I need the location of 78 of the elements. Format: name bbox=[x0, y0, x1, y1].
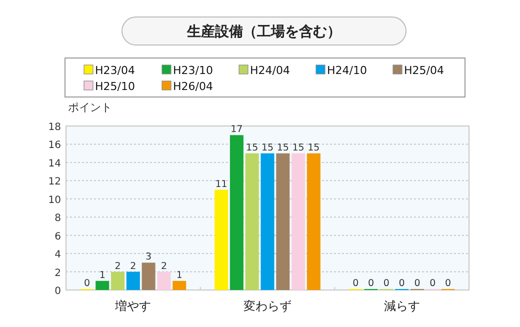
data-label: 15 bbox=[246, 142, 258, 154]
y-tick-label: 10 bbox=[48, 194, 61, 206]
bar: 15 bbox=[260, 142, 274, 290]
legend-label: H25/04 bbox=[404, 64, 444, 77]
bar: 0 bbox=[410, 278, 424, 290]
data-label: 1 bbox=[99, 270, 106, 281]
y-tick-label: 8 bbox=[54, 213, 61, 224]
data-label: 0 bbox=[84, 278, 90, 289]
legend-label: H23/10 bbox=[173, 64, 213, 77]
bar: 15 bbox=[276, 142, 290, 290]
y-tick-label: 18 bbox=[48, 122, 61, 133]
legend-label: H24/10 bbox=[327, 64, 367, 77]
bar bbox=[126, 272, 140, 290]
bar: 1 bbox=[96, 270, 110, 290]
legend-item: H23/10 bbox=[162, 64, 213, 77]
y-tick-label: 2 bbox=[54, 268, 61, 279]
bar: 2 bbox=[157, 260, 171, 290]
bar: 0 bbox=[80, 278, 94, 290]
bar: 0 bbox=[395, 278, 409, 290]
data-label: 11 bbox=[215, 178, 228, 190]
bar: 0 bbox=[348, 278, 362, 290]
bar: 15 bbox=[292, 142, 306, 290]
data-label: 0 bbox=[398, 278, 405, 289]
data-label: 0 bbox=[368, 278, 374, 289]
legend-item: H25/04 bbox=[392, 64, 444, 77]
data-label: 0 bbox=[414, 278, 420, 289]
bar: 11 bbox=[214, 178, 228, 290]
bar: 2 bbox=[111, 260, 125, 290]
data-label: 2 bbox=[114, 260, 121, 272]
bar: 3 bbox=[142, 252, 156, 290]
data-label: 2 bbox=[160, 260, 167, 272]
legend-item: H23/04 bbox=[84, 64, 135, 77]
data-label: 15 bbox=[308, 142, 320, 154]
x-tick-label: 変わらず bbox=[244, 299, 292, 313]
bar: 15 bbox=[306, 142, 320, 290]
legend-item: H25/10 bbox=[84, 80, 135, 93]
bar: 0 bbox=[380, 278, 394, 290]
data-label: 15 bbox=[292, 142, 304, 154]
y-tick-label: 16 bbox=[48, 140, 61, 152]
data-label: 0 bbox=[383, 278, 390, 289]
y-tick-label: 4 bbox=[54, 250, 61, 261]
bar: 17 bbox=[230, 124, 244, 290]
legend-label: H26/04 bbox=[173, 80, 213, 93]
bar bbox=[142, 262, 156, 290]
legend-item: H26/04 bbox=[162, 80, 213, 93]
legend-label: H23/04 bbox=[95, 64, 135, 77]
data-label: 0 bbox=[445, 278, 452, 289]
data-label: 15 bbox=[261, 142, 274, 154]
y-tick-label: 12 bbox=[48, 176, 61, 188]
y-tick-label: 0 bbox=[54, 286, 61, 297]
bar: 1 bbox=[172, 270, 186, 290]
bar: 2 bbox=[126, 260, 140, 290]
x-tick-label: 減らす bbox=[384, 299, 420, 313]
chart-title: 生産設備（工場を含む） bbox=[186, 23, 341, 40]
legend-item: H24/04 bbox=[238, 64, 290, 77]
bar bbox=[172, 280, 186, 290]
bar: 0 bbox=[426, 278, 440, 290]
legend-label: H24/04 bbox=[250, 64, 290, 77]
data-label: 15 bbox=[276, 142, 289, 154]
bar bbox=[96, 280, 110, 290]
legend-label: H25/10 bbox=[95, 80, 135, 93]
bar bbox=[111, 272, 125, 290]
bar: 15 bbox=[245, 142, 259, 290]
bar bbox=[157, 272, 171, 290]
y-tick-label: 14 bbox=[48, 158, 61, 170]
data-label: 0 bbox=[352, 278, 359, 289]
data-label: 3 bbox=[146, 252, 152, 263]
title: 生産設備（工場を含む） bbox=[122, 16, 406, 46]
bar: 0 bbox=[441, 278, 455, 290]
data-label: 0 bbox=[430, 278, 436, 289]
bar: 0 bbox=[364, 278, 378, 290]
data-label: 17 bbox=[230, 124, 243, 136]
legend-item: H24/10 bbox=[316, 64, 367, 77]
data-label: 1 bbox=[176, 270, 182, 281]
y-axis-title: ポイント bbox=[68, 101, 112, 114]
data-label: 2 bbox=[130, 260, 136, 272]
y-tick-label: 6 bbox=[54, 231, 61, 242]
x-tick-label: 増やす bbox=[114, 299, 152, 313]
